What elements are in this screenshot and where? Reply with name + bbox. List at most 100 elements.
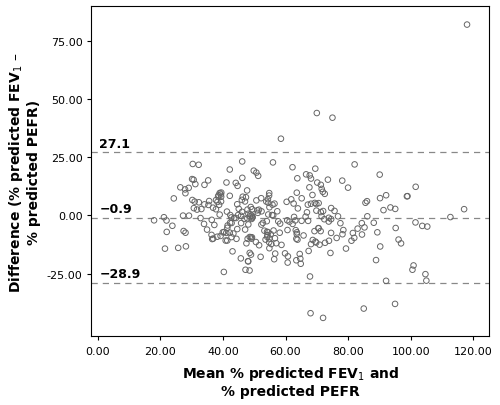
Point bbox=[246, 213, 254, 220]
Point bbox=[363, 198, 371, 205]
Point bbox=[292, 231, 300, 238]
Point bbox=[313, 180, 321, 186]
Point bbox=[304, 202, 312, 208]
Point bbox=[274, 209, 281, 215]
Point bbox=[317, 182, 325, 189]
Point bbox=[284, 254, 292, 260]
Point bbox=[253, 208, 261, 214]
Point bbox=[264, 230, 272, 236]
Point bbox=[192, 181, 200, 188]
Point bbox=[349, 230, 357, 237]
Point bbox=[162, 218, 170, 224]
Point bbox=[271, 235, 279, 242]
Point bbox=[312, 240, 320, 246]
Point bbox=[309, 237, 317, 244]
Point bbox=[327, 230, 335, 237]
Point bbox=[238, 194, 246, 200]
Point bbox=[248, 236, 256, 242]
Point bbox=[242, 194, 250, 201]
Point bbox=[226, 220, 234, 226]
Point bbox=[182, 230, 190, 237]
Point bbox=[463, 22, 471, 29]
Point bbox=[324, 177, 332, 183]
Point bbox=[246, 268, 254, 274]
Point bbox=[255, 242, 263, 249]
Point bbox=[269, 213, 277, 219]
Point bbox=[204, 178, 212, 184]
Point bbox=[294, 176, 302, 182]
Y-axis label: Difference (% predicted FEV$_1$ –
% predicted PEFR): Difference (% predicted FEV$_1$ – % pred… bbox=[7, 52, 41, 292]
Point bbox=[317, 209, 325, 216]
Point bbox=[214, 199, 222, 206]
Point bbox=[374, 230, 382, 236]
Point bbox=[296, 251, 304, 258]
Point bbox=[232, 180, 240, 187]
Point bbox=[232, 215, 240, 222]
Point bbox=[338, 178, 346, 184]
Point bbox=[230, 215, 238, 222]
Point bbox=[200, 221, 208, 228]
Point bbox=[298, 218, 306, 224]
Point bbox=[266, 205, 274, 211]
Point bbox=[246, 250, 254, 256]
Point bbox=[188, 161, 196, 168]
Point bbox=[292, 236, 300, 242]
Point bbox=[238, 209, 246, 215]
Point bbox=[360, 305, 368, 312]
Point bbox=[216, 212, 224, 218]
Point bbox=[382, 278, 390, 284]
Point bbox=[360, 225, 368, 231]
Point bbox=[319, 315, 327, 321]
Point bbox=[319, 189, 327, 196]
Point bbox=[218, 190, 226, 196]
Point bbox=[269, 160, 277, 166]
Point bbox=[412, 220, 420, 226]
Point bbox=[238, 197, 246, 204]
Point bbox=[284, 260, 292, 266]
Point bbox=[217, 192, 225, 198]
Point bbox=[386, 205, 394, 211]
Point bbox=[266, 236, 274, 242]
Point bbox=[460, 207, 468, 213]
Point bbox=[358, 232, 366, 238]
Point bbox=[258, 209, 266, 215]
Point bbox=[232, 236, 240, 243]
Point bbox=[264, 200, 272, 207]
Point bbox=[264, 212, 272, 218]
Point bbox=[246, 204, 254, 211]
Point bbox=[397, 241, 405, 247]
Point bbox=[260, 228, 268, 234]
Point bbox=[252, 239, 260, 246]
Point bbox=[212, 207, 220, 213]
Point bbox=[314, 200, 322, 207]
Point bbox=[209, 236, 217, 242]
Point bbox=[327, 216, 335, 223]
Point bbox=[286, 219, 294, 225]
Point bbox=[316, 242, 324, 248]
Point bbox=[424, 224, 432, 230]
Point bbox=[243, 188, 251, 194]
Point bbox=[204, 202, 212, 209]
Point bbox=[307, 176, 315, 182]
Point bbox=[241, 227, 249, 233]
Point bbox=[212, 197, 220, 204]
Point bbox=[265, 193, 273, 199]
Point bbox=[150, 217, 158, 224]
Point bbox=[293, 190, 301, 196]
Point bbox=[222, 230, 230, 237]
Point bbox=[248, 207, 256, 213]
Point bbox=[242, 241, 250, 247]
Point bbox=[208, 236, 216, 243]
Point bbox=[244, 236, 252, 243]
Point bbox=[244, 211, 252, 217]
Point bbox=[168, 223, 176, 230]
Point bbox=[276, 230, 283, 237]
Point bbox=[228, 215, 235, 221]
Point bbox=[338, 231, 346, 238]
Point bbox=[170, 196, 178, 202]
Point bbox=[181, 187, 189, 193]
Point bbox=[248, 214, 256, 221]
Point bbox=[334, 213, 342, 220]
Point bbox=[265, 190, 273, 197]
Point bbox=[321, 240, 329, 246]
